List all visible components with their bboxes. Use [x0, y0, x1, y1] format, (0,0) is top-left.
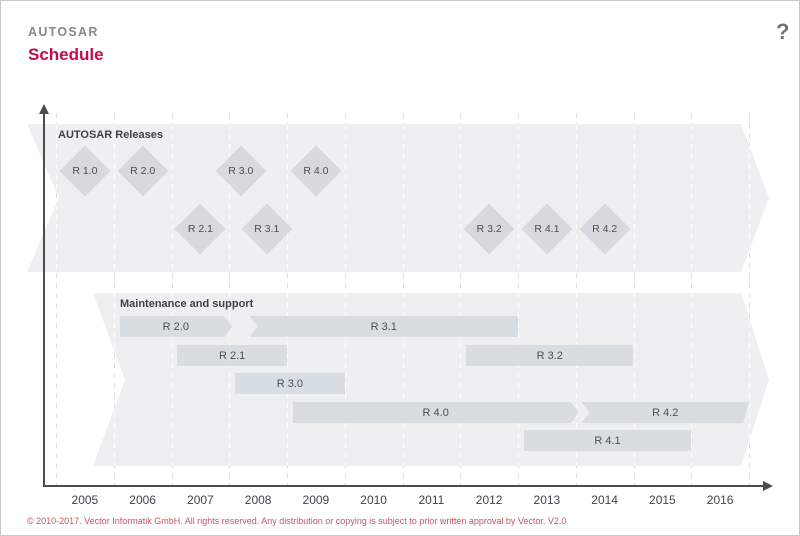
band-gridline — [403, 124, 404, 272]
maintenance-band: Maintenance and support — [93, 293, 769, 466]
y-axis-arrow-icon — [39, 104, 49, 114]
band-gridline — [576, 293, 577, 466]
maintenance-band-gridlines — [93, 293, 769, 466]
help-icon[interactable]: ? — [776, 19, 790, 44]
band-gridline — [460, 293, 461, 466]
band-gridline — [345, 293, 346, 466]
band-gridline — [345, 124, 346, 272]
year-tick-label: 2006 — [129, 493, 156, 507]
year-tick-label: 2015 — [649, 493, 676, 507]
releases-band: AUTOSAR Releases — [27, 124, 769, 272]
band-gridline — [634, 124, 635, 272]
maintenance-band-label: Maintenance and support — [120, 298, 254, 310]
band-gridline — [691, 124, 692, 272]
band-gridline — [172, 293, 173, 466]
year-tick-label: 2013 — [533, 493, 561, 507]
copyright-text: © 2010-2017. Vector Informatik GmbH. All… — [27, 516, 567, 526]
band-gridline — [287, 124, 288, 272]
year-tick-label: 2010 — [360, 493, 387, 507]
band-gridline — [576, 124, 577, 272]
year-tick-label: 2016 — [706, 493, 734, 507]
year-tick-label: 2008 — [244, 493, 272, 507]
y-axis-line — [43, 113, 45, 486]
year-tick-label: 2007 — [187, 493, 214, 507]
band-gridline — [229, 293, 230, 466]
band-gridline — [172, 124, 173, 272]
band-gridline — [749, 124, 750, 272]
x-axis-line — [43, 485, 765, 487]
year-tick-label: 2009 — [302, 493, 330, 507]
year-tick-label: 2005 — [71, 493, 99, 507]
x-axis-arrow-icon — [763, 481, 773, 491]
year-tick-label: 2014 — [591, 493, 618, 507]
band-gridline — [287, 293, 288, 466]
brand-label: AUTOSAR — [28, 25, 99, 39]
band-gridline — [518, 293, 519, 466]
band-gridline — [749, 293, 750, 466]
gridline — [56, 113, 57, 486]
releases-band-label: AUTOSAR Releases — [58, 129, 163, 141]
band-gridline — [403, 293, 404, 466]
band-gridline — [229, 124, 230, 272]
band-gridline — [518, 124, 519, 272]
band-gridline — [634, 293, 635, 466]
gridline — [749, 113, 750, 486]
band-gridline — [460, 124, 461, 272]
year-tick-label: 2012 — [475, 493, 503, 507]
year-tick-label: 2011 — [418, 493, 445, 507]
page-title: Schedule — [28, 45, 104, 64]
band-gridline — [114, 124, 115, 272]
releases-band-gridlines — [27, 124, 769, 272]
band-gridline — [691, 293, 692, 466]
